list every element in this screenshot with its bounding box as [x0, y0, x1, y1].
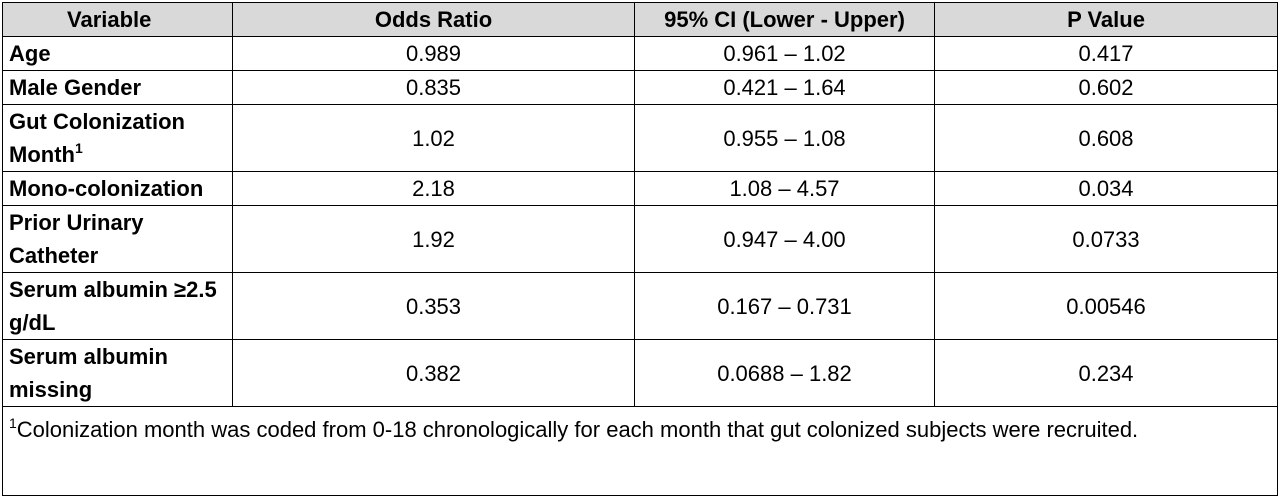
table-row: Age 0.989 0.961 – 1.02 0.417: [2, 36, 1278, 71]
cell-p-value-text: 0.417: [1078, 41, 1134, 66]
cell-odds-ratio-text: 0.835: [405, 75, 462, 100]
cell-variable: Prior Urinary Catheter: [2, 205, 233, 273]
footnote-cell: 1Colonization month was coded from 0-18 …: [2, 406, 1278, 496]
cell-ci-text: 0.167 – 0.731: [717, 293, 852, 319]
footnote-marker: 1: [9, 414, 17, 431]
cell-p-value-text: 0.234: [1078, 360, 1134, 386]
cell-ci: 0.961 – 1.02: [634, 36, 935, 71]
header-p-value: P Value: [934, 2, 1278, 37]
cell-odds-ratio-text: 1.92: [412, 226, 455, 252]
cell-odds-ratio-text: 2.18: [412, 176, 455, 201]
cell-ci: 0.421 – 1.64: [634, 70, 935, 105]
cell-p-value-text: 0.0733: [1072, 226, 1140, 252]
header-ci: 95% CI (Lower - Upper): [634, 2, 935, 37]
cell-ci: 1.08 – 4.57: [634, 171, 935, 206]
table-row: Serum albumin ≥2.5 g/dL 0.353 0.167 – 0.73…: [2, 272, 1278, 340]
cell-ci: 0.955 – 1.08: [634, 104, 935, 172]
cell-p-value: 0.608: [934, 104, 1278, 172]
cell-odds-ratio-text: 0.353: [405, 293, 462, 319]
cell-p-value-text: 0.602: [1078, 75, 1134, 100]
footnote-ref-marker: 1: [74, 139, 83, 156]
cell-odds-ratio: 0.353: [232, 272, 635, 340]
cell-ci-text: 0.421 – 1.64: [723, 75, 846, 100]
cell-p-value: 0.234: [934, 339, 1278, 407]
header-variable: Variable: [2, 2, 233, 37]
cell-variable: Gut Colonization Month1: [2, 104, 233, 172]
cell-odds-ratio-text: 0.382: [405, 360, 462, 386]
cell-variable-text: Mono-colonization: [9, 176, 204, 201]
cell-ci: 0.0688 – 1.82: [634, 339, 935, 407]
footnote-row: 1Colonization month was coded from 0-18 …: [2, 406, 1278, 496]
cell-p-value-text: 0.00546: [1066, 293, 1146, 319]
cell-odds-ratio: 0.835: [232, 70, 635, 105]
cell-ci-text: 0.947 – 4.00: [723, 226, 846, 252]
cell-odds-ratio-text: 0.989: [405, 41, 462, 66]
cell-odds-ratio: 0.382: [232, 339, 635, 407]
table-row: Gut Colonization Month1 1.02 0.955 – 1.08 0…: [2, 104, 1278, 172]
cell-odds-ratio: 0.989: [232, 36, 635, 71]
cell-ci-text: 1.08 – 4.57: [729, 176, 840, 201]
cell-variable: Male Gender: [2, 70, 233, 105]
cell-ci-text: 0.0688 – 1.82: [717, 360, 852, 386]
cell-variable-text: Male Gender: [9, 75, 142, 100]
header-row: Variable Odds Ratio 95% CI (Lower - Uppe…: [2, 2, 1278, 37]
cell-p-value: 0.0733: [934, 205, 1278, 273]
cell-ci: 0.947 – 4.00: [634, 205, 935, 273]
cell-variable: Serum albumin ≥2.5 g/dL: [2, 272, 233, 340]
cell-variable-text: Serum albumin ≥2.5 g/dL: [9, 277, 217, 335]
cell-variable-text: Gut Colonization Month: [9, 109, 185, 167]
table-row: Mono-colonization 2.18 1.08 – 4.57 0.034: [2, 171, 1278, 206]
table-row: Prior Urinary Catheter 1.92 0.947 – 4.00 0.…: [2, 205, 1278, 273]
cell-variable: Serum albumin missing: [2, 339, 233, 407]
cell-odds-ratio: 1.02: [232, 104, 635, 172]
cell-p-value: 0.417: [934, 36, 1278, 71]
cell-variable: Mono-colonization: [2, 171, 233, 206]
cell-variable: Age: [2, 36, 233, 71]
cell-p-value: 0.00546: [934, 272, 1278, 340]
cell-odds-ratio: 2.18: [232, 171, 635, 206]
cell-p-value-text: 0.608: [1078, 125, 1134, 151]
table-row: Serum albumin missing 0.382 0.0688 – 1.82 0…: [2, 339, 1278, 407]
table-row: Male Gender 0.835 0.421 – 1.64 0.602: [2, 70, 1278, 105]
footnote-text: Colonization month was coded from 0-18 c…: [16, 417, 1139, 442]
cell-ci: 0.167 – 0.731: [634, 272, 935, 340]
cell-p-value: 0.034: [934, 171, 1278, 206]
table-body: Age 0.989 0.961 – 1.02 0.417 Male Gender 0.83…: [2, 36, 1278, 407]
header-odds-ratio: Odds Ratio: [232, 2, 635, 37]
cell-p-value-text: 0.034: [1078, 176, 1134, 201]
cell-ci-text: 0.955 – 1.08: [723, 125, 846, 151]
cell-odds-ratio-text: 1.02: [412, 125, 455, 151]
cell-p-value: 0.602: [934, 70, 1278, 105]
cell-odds-ratio: 1.92: [232, 205, 635, 273]
cell-variable-text: Serum albumin missing: [9, 344, 168, 402]
cell-variable-text: Prior Urinary Catheter: [9, 210, 144, 268]
cell-variable-text: Age: [9, 41, 51, 66]
cell-ci-text: 0.961 – 1.02: [723, 41, 846, 66]
